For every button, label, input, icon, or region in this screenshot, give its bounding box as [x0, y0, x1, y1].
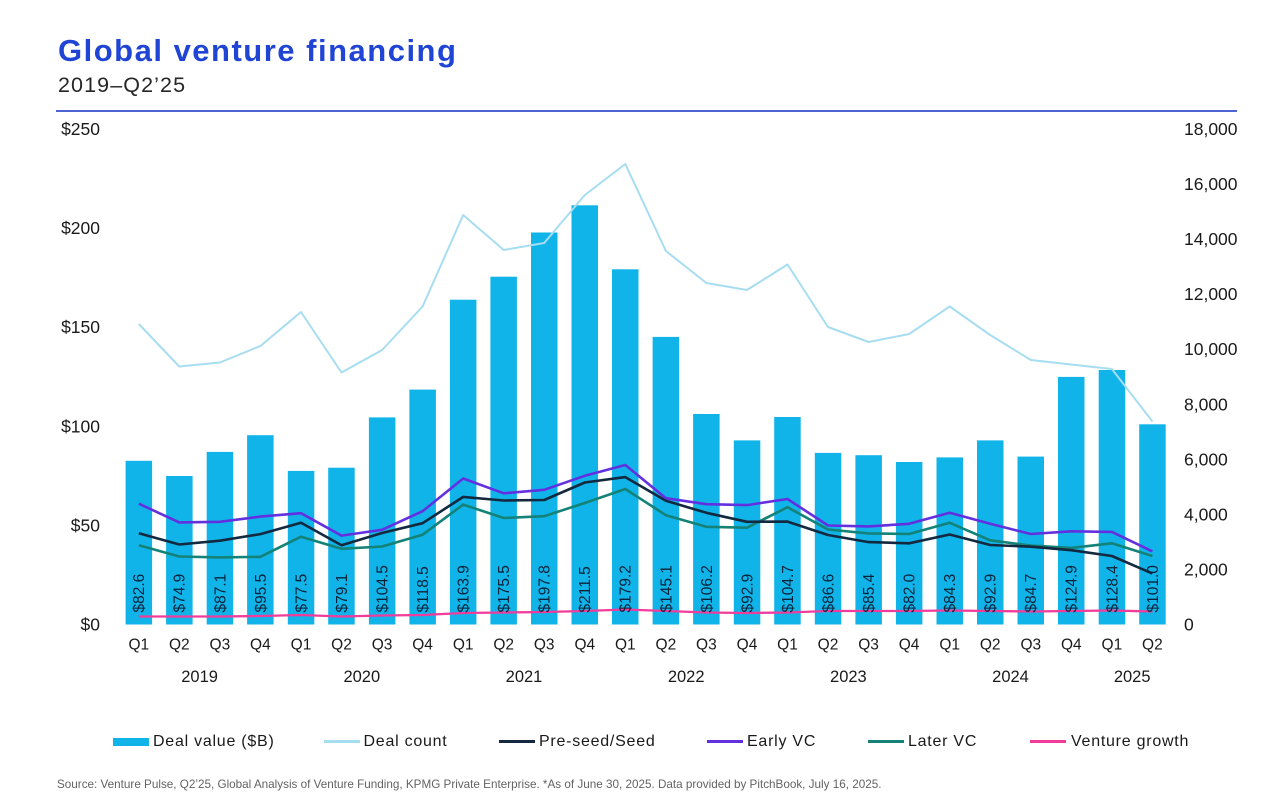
svg-text:2023: 2023 [830, 668, 867, 686]
svg-text:Q3: Q3 [1020, 637, 1041, 654]
svg-text:Q3: Q3 [858, 637, 879, 654]
svg-text:$92.9: $92.9 [983, 574, 1000, 613]
svg-text:$197.8: $197.8 [537, 565, 554, 612]
svg-text:Q1: Q1 [291, 637, 312, 654]
svg-text:Q3: Q3 [696, 637, 717, 654]
svg-text:2022: 2022 [668, 668, 705, 686]
svg-text:2024: 2024 [992, 668, 1029, 686]
svg-text:$84.3: $84.3 [942, 574, 959, 613]
svg-text:Q2: Q2 [1142, 637, 1163, 654]
svg-text:10,000: 10,000 [1184, 339, 1238, 359]
svg-text:$163.9: $163.9 [456, 565, 473, 612]
svg-text:6,000: 6,000 [1184, 449, 1228, 469]
svg-text:$250: $250 [61, 119, 100, 139]
svg-text:$211.5: $211.5 [577, 566, 594, 612]
svg-text:Q4: Q4 [574, 637, 595, 654]
svg-text:$0: $0 [81, 615, 101, 635]
svg-text:$118.5: $118.5 [415, 566, 432, 612]
svg-text:$82.0: $82.0 [902, 573, 919, 612]
svg-text:Q4: Q4 [412, 637, 433, 654]
svg-text:18,000: 18,000 [1184, 119, 1238, 139]
svg-text:Q4: Q4 [899, 637, 920, 654]
svg-text:$87.1: $87.1 [212, 574, 229, 613]
svg-text:$84.7: $84.7 [1023, 574, 1040, 613]
svg-text:2025: 2025 [1114, 668, 1151, 686]
svg-text:Q3: Q3 [372, 637, 393, 654]
svg-text:Q1: Q1 [939, 637, 960, 654]
svg-text:Q2: Q2 [331, 637, 352, 654]
svg-text:Q1: Q1 [615, 637, 636, 654]
svg-text:2021: 2021 [506, 668, 543, 686]
svg-text:Q2: Q2 [656, 637, 677, 654]
svg-text:Q2: Q2 [818, 637, 839, 654]
svg-text:$95.5: $95.5 [253, 574, 270, 613]
svg-text:$92.9: $92.9 [739, 574, 756, 613]
svg-text:$85.4: $85.4 [861, 573, 878, 612]
svg-text:$175.5: $175.5 [496, 565, 513, 612]
svg-text:$82.6: $82.6 [131, 574, 148, 613]
svg-text:Q4: Q4 [250, 637, 271, 654]
svg-text:Q1: Q1 [128, 637, 149, 654]
svg-text:$150: $150 [61, 317, 100, 337]
svg-text:16,000: 16,000 [1184, 174, 1238, 194]
svg-text:Q4: Q4 [737, 637, 758, 654]
svg-text:Q3: Q3 [534, 637, 555, 654]
svg-text:$104.7: $104.7 [780, 565, 797, 612]
svg-text:0: 0 [1184, 615, 1194, 635]
svg-text:$179.2: $179.2 [618, 565, 635, 612]
svg-text:$77.5: $77.5 [293, 574, 310, 613]
svg-text:$200: $200 [61, 218, 100, 238]
svg-text:4,000: 4,000 [1184, 504, 1228, 524]
svg-text:8,000: 8,000 [1184, 394, 1228, 414]
svg-text:2020: 2020 [343, 668, 380, 686]
svg-text:$101.0: $101.0 [1145, 565, 1162, 613]
svg-text:Q1: Q1 [777, 637, 798, 654]
svg-text:14,000: 14,000 [1184, 229, 1238, 249]
svg-text:2,000: 2,000 [1184, 559, 1228, 579]
svg-text:$86.6: $86.6 [820, 574, 837, 613]
svg-text:12,000: 12,000 [1184, 284, 1238, 304]
svg-text:$79.1: $79.1 [334, 574, 351, 613]
svg-text:$124.9: $124.9 [1064, 565, 1081, 612]
svg-text:2019: 2019 [181, 668, 218, 686]
svg-text:$106.2: $106.2 [699, 565, 716, 612]
svg-text:$128.4: $128.4 [1104, 565, 1121, 613]
svg-text:$50: $50 [71, 515, 100, 535]
svg-text:Q2: Q2 [980, 637, 1001, 654]
svg-text:$74.9: $74.9 [172, 574, 189, 613]
svg-text:Q1: Q1 [1102, 637, 1123, 654]
svg-text:Q2: Q2 [493, 637, 514, 654]
svg-text:$100: $100 [61, 416, 100, 436]
svg-text:$104.5: $104.5 [375, 565, 392, 612]
svg-text:Q3: Q3 [210, 637, 231, 654]
svg-text:Q4: Q4 [1061, 637, 1082, 654]
svg-text:Q2: Q2 [169, 637, 190, 654]
svg-text:Q1: Q1 [453, 637, 474, 654]
svg-text:$145.1: $145.1 [658, 565, 675, 612]
